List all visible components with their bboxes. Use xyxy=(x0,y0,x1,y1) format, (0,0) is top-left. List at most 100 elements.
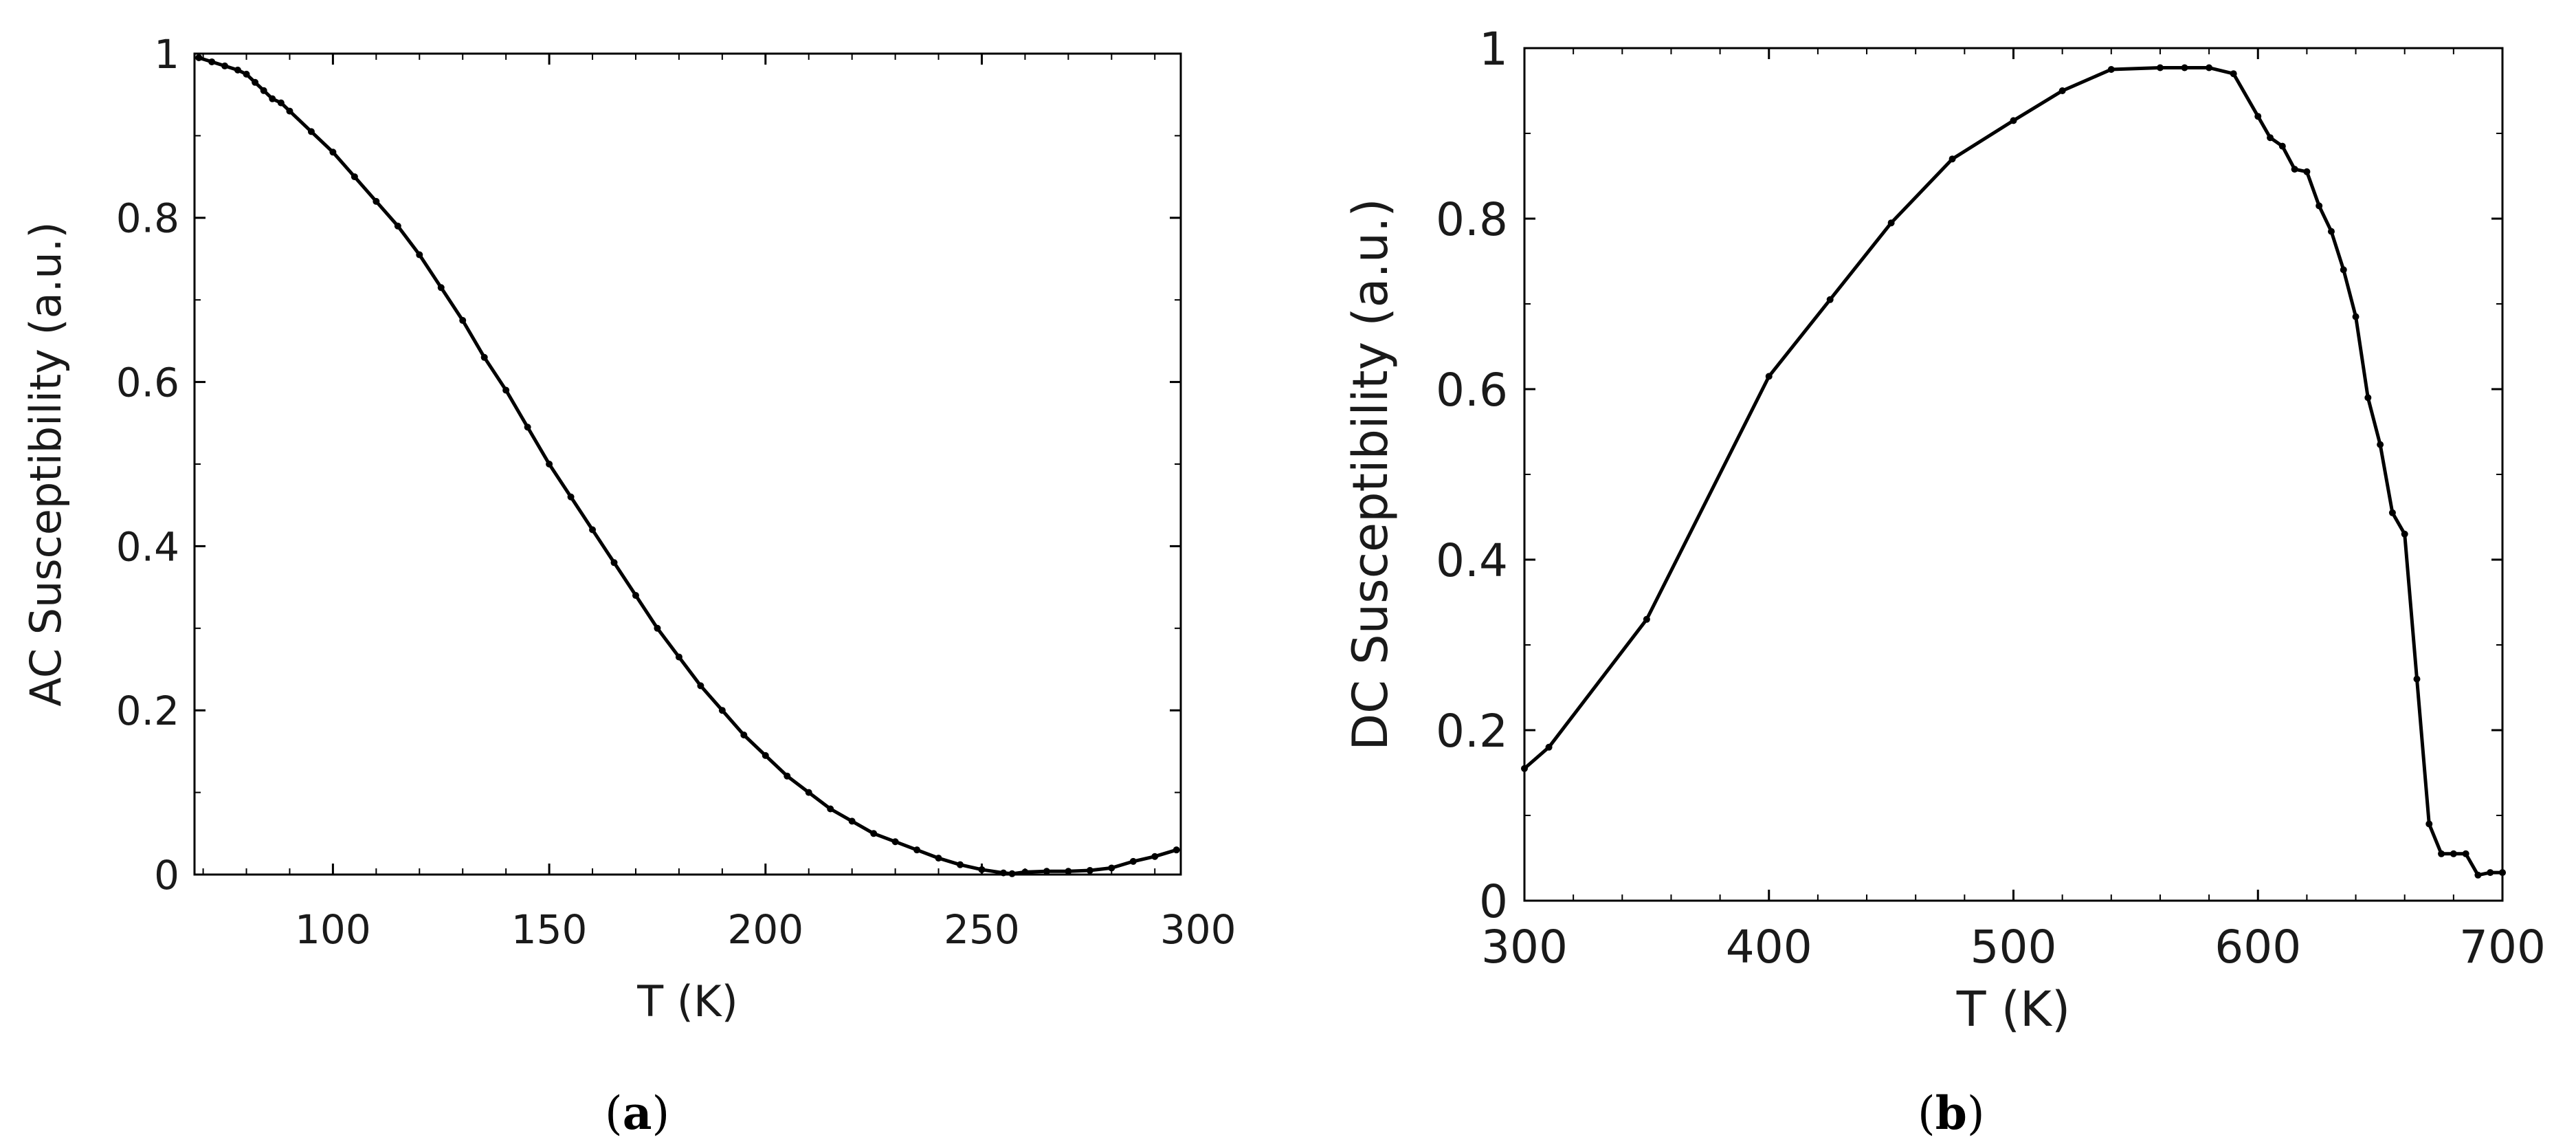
panel-label-a-letter: a xyxy=(622,1086,652,1140)
data-point xyxy=(567,493,575,501)
data-point xyxy=(1108,864,1115,872)
plot-frame xyxy=(1523,47,2504,902)
data-point xyxy=(913,846,921,854)
x-tick-label: 100 xyxy=(295,906,371,953)
data-point xyxy=(1887,219,1895,227)
data-point xyxy=(416,251,423,259)
data-point xyxy=(1948,155,1956,163)
x-tick-label: 300 xyxy=(1160,906,1236,953)
series-line xyxy=(1522,66,2505,877)
data-point xyxy=(784,772,791,780)
data-point xyxy=(2487,869,2494,877)
data-point xyxy=(2254,113,2262,120)
data-point xyxy=(891,838,899,846)
y-tick-label: 0.4 xyxy=(1436,534,1508,587)
data-point xyxy=(2316,202,2323,210)
data-point xyxy=(502,386,510,394)
panel-label-a: (a) xyxy=(605,1086,670,1140)
data-point xyxy=(307,128,315,135)
data-point xyxy=(2413,675,2421,683)
data-point xyxy=(2230,70,2237,78)
y-axis-title: DC Susceptibility (a.u.) xyxy=(1342,198,1399,750)
data-point xyxy=(2401,530,2408,538)
data-point xyxy=(718,707,726,714)
y-tick-label: 0.2 xyxy=(1436,705,1508,758)
data-point xyxy=(740,732,748,739)
data-point xyxy=(2327,228,2335,235)
data-point xyxy=(286,107,293,115)
y-tick-label: 0 xyxy=(154,852,179,899)
x-tick-label: 250 xyxy=(944,906,1020,953)
series-line xyxy=(197,56,1179,876)
x-tick-label: 500 xyxy=(1970,921,2057,974)
data-point xyxy=(762,751,769,759)
data-point xyxy=(1129,857,1137,865)
data-point xyxy=(1043,868,1050,875)
plot-frame xyxy=(193,52,1182,876)
data-point xyxy=(870,830,878,837)
data-point xyxy=(1826,296,1834,303)
data-point xyxy=(260,87,267,94)
data-point xyxy=(935,855,942,862)
data-point xyxy=(2303,168,2311,175)
data-point xyxy=(697,682,704,690)
data-point xyxy=(2499,869,2506,877)
data-point xyxy=(252,78,259,86)
chart-panel-b: 300 400 500 600 700 0 0.2 0.4 0.6 0.8 1 T (K) DC Sus… xyxy=(1342,23,2546,1037)
data-point xyxy=(1521,765,1528,772)
data-point xyxy=(2450,850,2457,857)
data-point xyxy=(1008,870,1016,877)
data-point xyxy=(2291,166,2298,173)
data-point xyxy=(459,317,467,325)
y-tick-label: 0.4 xyxy=(116,523,179,570)
data-point xyxy=(2474,871,2482,879)
y-tick-label: 0.6 xyxy=(1436,364,1508,417)
y-tick-label: 0.2 xyxy=(116,688,179,734)
data-point xyxy=(632,592,639,600)
y-axis-title: AC Susceptibility (a.u.) xyxy=(21,221,71,706)
data-point xyxy=(1765,373,1773,380)
data-point xyxy=(195,54,203,61)
x-tick-label: 150 xyxy=(511,906,588,953)
data-point xyxy=(269,95,276,102)
data-point xyxy=(2058,87,2066,94)
data-point xyxy=(221,62,229,69)
data-point xyxy=(394,222,401,230)
x-axis-title: T (K) xyxy=(636,976,738,1026)
y-tick-label: 1 xyxy=(154,31,179,78)
chart-panel-a: 100 150 200 250 300 0 0.2 0.4 0.6 0.8 1 T (K) AC Sus… xyxy=(21,31,1236,1026)
y-tick-label: 0.6 xyxy=(116,359,179,406)
data-point xyxy=(373,197,380,205)
data-point xyxy=(2010,117,2017,124)
data-point xyxy=(2364,394,2372,402)
data-point xyxy=(978,866,986,873)
data-point xyxy=(2425,820,2433,828)
y-tick-label: 0 xyxy=(1479,875,1508,928)
x-tick-label: 700 xyxy=(2459,921,2546,974)
data-point xyxy=(2352,313,2360,320)
panel-label-b: (b) xyxy=(1918,1086,1985,1140)
data-point xyxy=(1086,867,1093,875)
data-point xyxy=(2206,64,2213,72)
data-point xyxy=(589,526,597,534)
data-point xyxy=(546,461,553,468)
data-point xyxy=(243,70,250,78)
data-point xyxy=(1643,615,1650,623)
data-point xyxy=(2267,134,2274,142)
data-point xyxy=(2377,441,2384,448)
data-point xyxy=(957,861,964,868)
data-point xyxy=(2340,266,2347,274)
x-tick-label: 300 xyxy=(1481,921,1568,974)
x-axis-title: T (K) xyxy=(1956,981,2071,1037)
x-tick-label: 600 xyxy=(2214,921,2301,974)
data-point xyxy=(2156,64,2164,72)
data-point xyxy=(208,58,216,65)
data-point xyxy=(827,805,834,813)
y-tick-label: 0.8 xyxy=(116,195,179,242)
data-point xyxy=(2388,509,2396,516)
data-point xyxy=(2462,850,2469,857)
data-point xyxy=(610,559,618,567)
panel-label-b-letter: b xyxy=(1935,1086,1967,1140)
data-point xyxy=(2181,64,2188,72)
